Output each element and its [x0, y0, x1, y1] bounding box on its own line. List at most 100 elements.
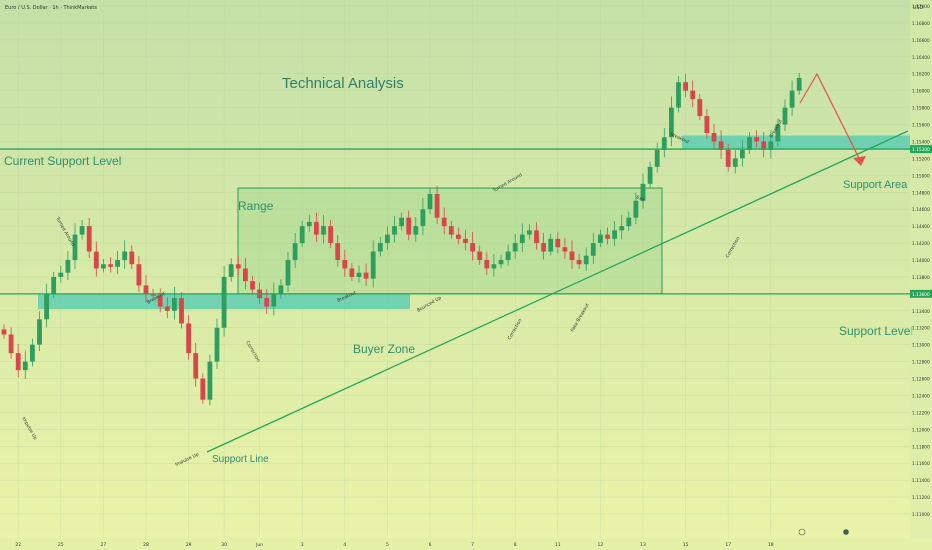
candle: [143, 285, 149, 294]
y-tick-label: 1.14600: [912, 207, 930, 213]
candle: [299, 226, 305, 244]
candle: [349, 268, 355, 277]
candle: [491, 264, 497, 269]
candle: [718, 141, 724, 150]
candle: [392, 226, 397, 235]
candle: [456, 234, 461, 239]
candle: [697, 99, 703, 117]
candle: [86, 226, 92, 252]
y-tick-label: 1.11200: [912, 495, 930, 501]
x-axis-panel: [0, 538, 932, 550]
candle: [576, 260, 582, 265]
candle: [30, 344, 35, 362]
candle: [65, 260, 71, 273]
label-buyer-zone: Buyer Zone: [353, 342, 415, 356]
candle: [711, 133, 717, 142]
y-tick-label: 1.15400: [912, 139, 930, 145]
candle: [562, 247, 568, 252]
y-tick-label: 1.15200: [912, 156, 930, 162]
price-badge-current: [910, 145, 932, 154]
y-tick-label: 1.16600: [912, 38, 930, 44]
goto-realtime-icon[interactable]: [798, 528, 806, 536]
y-tick-label: 1.14200: [912, 241, 930, 247]
y-tick-label: 1.11400: [912, 478, 930, 484]
price-badge-support: [910, 289, 932, 298]
candle: [661, 137, 667, 150]
price-badge-current-label: 1.15300: [912, 147, 930, 153]
x-tick-label: 5: [386, 542, 389, 548]
y-tick-label: 1.12600: [912, 377, 930, 383]
y-tick-label: 1.11800: [912, 444, 930, 450]
x-tick-label: 29: [186, 542, 192, 548]
candle: [704, 116, 710, 133]
candle: [498, 260, 504, 265]
candle: [101, 264, 106, 269]
x-tick-label: 25: [58, 542, 64, 548]
candle: [690, 90, 696, 100]
candle: [207, 361, 213, 400]
candle: [285, 260, 291, 286]
candle: [413, 226, 419, 235]
y-tick-label: 1.13200: [912, 326, 930, 332]
candle: [740, 149, 745, 159]
price-badge-support-label: 1.13600: [912, 292, 930, 298]
candle: [782, 107, 788, 125]
candle: [448, 226, 454, 235]
candle: [93, 251, 99, 269]
y-tick-label: 1.16200: [912, 72, 930, 78]
candle: [51, 276, 57, 294]
candle: [172, 298, 177, 311]
candle: [548, 238, 554, 252]
candle: [278, 285, 284, 294]
projection-arrow: [799, 72, 861, 161]
x-tick-label: 4: [343, 542, 346, 548]
candle: [37, 319, 42, 345]
annotation-note: Exit: [635, 194, 645, 203]
chart-title: Technical Analysis: [282, 75, 404, 92]
x-tick-label: 3: [301, 542, 304, 548]
label-current-support: Current Support Level: [4, 154, 121, 168]
candle: [683, 82, 688, 91]
candle: [115, 260, 120, 267]
y-tick-label: 1.17000: [912, 4, 930, 10]
candle: [342, 260, 348, 269]
candle: [640, 183, 646, 201]
y-axis-panel: [910, 0, 932, 550]
candle: [1, 329, 7, 335]
y-tick-label: 1.12800: [912, 360, 930, 366]
y-tick-label: 1.14400: [912, 224, 930, 230]
x-tick-label: 13: [640, 542, 646, 548]
candle: [470, 243, 475, 252]
symbol-title: Euro / U.S. Dollar · 1h · ThinkMarkets: [5, 5, 97, 11]
candle: [200, 378, 206, 400]
x-tick-label: 17: [725, 542, 731, 548]
candle: [271, 293, 277, 307]
candle: [179, 298, 184, 324]
x-tick-label: 27: [101, 542, 107, 548]
candle: [58, 272, 64, 277]
y-tick-label: 1.11000: [912, 512, 930, 518]
projection-arrowhead: [853, 156, 866, 166]
candle: [193, 353, 199, 379]
candle: [250, 281, 255, 290]
candle: [796, 77, 802, 91]
candle: [463, 238, 468, 244]
settings-icon[interactable]: [843, 529, 849, 535]
candle: [79, 226, 85, 235]
candle: [598, 234, 603, 244]
candle: [157, 295, 163, 307]
candle: [612, 230, 617, 239]
candle: [647, 166, 653, 184]
candle: [406, 217, 412, 235]
candle: [512, 243, 518, 252]
y-tick-label: 1.12000: [912, 427, 930, 433]
label-support-area: Support Area: [843, 179, 908, 191]
candle: [761, 141, 767, 150]
x-tick-label: 30: [221, 542, 227, 548]
x-tick-label: 18: [768, 542, 774, 548]
x-tick-label: 12: [598, 542, 604, 548]
candle: [754, 137, 759, 142]
